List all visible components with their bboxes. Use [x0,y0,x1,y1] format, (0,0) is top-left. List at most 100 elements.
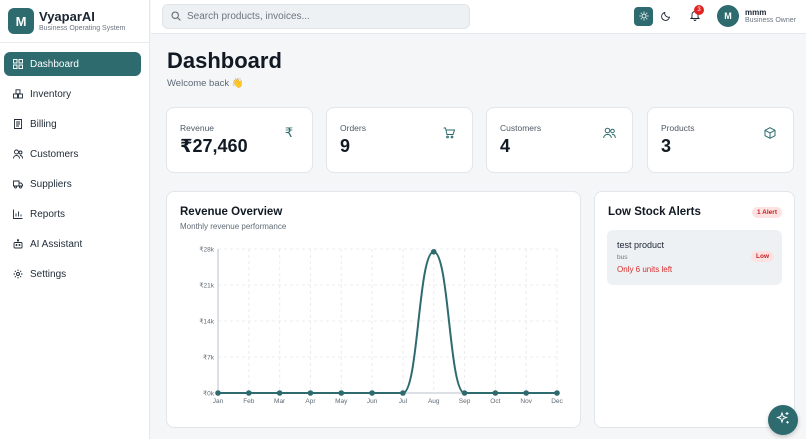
x-tick-label: Oct [490,398,500,405]
data-point [492,390,499,396]
sidebar-item-label: Customers [30,148,79,160]
boxes-icon [13,89,23,99]
stock-level-badge: Low [751,251,774,262]
data-point [307,390,314,396]
sidebar-item-ai-assistant[interactable]: AI Assistant [4,232,141,256]
brand-name: VyaparAI [39,9,95,24]
data-point [461,390,468,396]
sidebar-nav: Dashboard Inventory Billing Customers Su… [4,52,141,292]
x-tick-label: Apr [305,398,316,405]
y-tick-label: ₹28k [199,246,214,254]
rupee-icon: ₹ [284,125,294,140]
user-menu[interactable]: M mmm Business Owner [717,5,796,27]
sidebar-item-label: Billing [30,118,57,130]
x-tick-label: Aug [428,398,440,405]
sidebar-item-customers[interactable]: Customers [4,142,141,166]
stat-value: 4 [500,136,511,156]
avatar: M [717,5,739,27]
sidebar-item-suppliers[interactable]: Suppliers [4,172,141,196]
card-title: Low Stock Alerts [608,206,701,218]
truck-icon [13,179,23,189]
x-tick-label: Nov [520,398,532,405]
search-icon [171,8,181,26]
x-tick-label: Feb [243,398,255,405]
sidebar-item-inventory[interactable]: Inventory [4,82,141,106]
stat-label: Orders [340,123,366,133]
receipt-icon [13,119,23,129]
moon-icon [660,8,671,26]
search-box[interactable] [162,4,470,29]
low-stock-alerts-card: Low Stock Alerts 1 Alert test product bu… [594,191,795,428]
alert-product-category: bus [617,254,628,261]
x-tick-label: Mar [274,398,286,405]
data-point [369,390,375,396]
alert-units-left: Only 6 units left [617,265,673,274]
data-point [430,248,437,255]
data-point [215,390,221,396]
cart-icon [442,126,456,140]
sun-icon [639,8,649,26]
data-point [523,390,529,396]
top-bar: 3 M mmm Business Owner [151,0,806,34]
notifications-button[interactable]: 3 [685,5,704,26]
revenue-overview-card: Revenue Overview Monthly revenue perform… [166,191,581,428]
sidebar-item-label: Inventory [30,88,72,100]
sidebar: M VyaparAI Business Operating System Das… [0,0,150,439]
sidebar-divider [0,42,150,43]
card-title: Revenue Overview [180,206,283,218]
x-tick-label: Jun [367,398,378,405]
dashboard-icon [13,59,23,69]
page-title: Dashboard [167,48,282,73]
data-point [276,390,283,396]
sidebar-item-dashboard[interactable]: Dashboard [4,52,141,76]
x-tick-label: Dec [551,398,563,405]
notification-count-badge: 3 [694,5,704,15]
alert-list-item[interactable]: test product bus Only 6 units left Low [607,230,782,285]
user-role: Business Owner [745,17,796,24]
sidebar-item-settings[interactable]: Settings [4,262,141,286]
bot-icon [13,239,23,249]
stat-label: Revenue [180,123,215,133]
sidebar-item-billing[interactable]: Billing [4,112,141,136]
sparkles-icon [776,411,790,430]
stat-value: 9 [340,136,351,156]
revenue-series-line [218,250,557,394]
brand-subtitle: Business Operating System [39,25,126,32]
users-icon [602,126,616,140]
stat-card-customers: Customers 4 [486,107,633,173]
x-tick-label: May [335,398,348,405]
dark-mode-button[interactable] [656,7,675,26]
alert-product-name: test product [617,240,665,250]
data-point [338,390,345,396]
brand-logo: M [8,8,34,34]
sidebar-item-label: Dashboard [30,58,79,70]
x-tick-label: Jan [213,398,224,405]
y-tick-label: ₹7k [203,354,215,362]
stat-label: Products [661,123,695,133]
bar-chart-icon [13,209,23,219]
user-name: mmm [745,8,767,17]
brand[interactable]: M VyaparAI Business Operating System [8,8,125,34]
users-icon [13,149,23,159]
sidebar-item-reports[interactable]: Reports [4,202,141,226]
gear-icon [13,269,23,279]
ai-assistant-fab[interactable] [768,405,798,435]
y-tick-label: ₹21k [199,282,214,290]
alert-count-badge: 1 Alert [752,207,782,218]
stat-label: Customers [500,123,542,133]
data-point [554,390,560,396]
x-tick-label: Sep [459,398,471,405]
data-point [246,390,252,396]
light-mode-button[interactable] [634,7,653,26]
y-tick-label: ₹14k [199,318,214,326]
sidebar-item-label: Settings [30,268,67,280]
search-input[interactable] [187,11,457,22]
stat-value: 3 [661,136,672,156]
sidebar-item-label: Suppliers [30,178,72,190]
sidebar-item-label: Reports [30,208,66,220]
package-icon [763,126,777,140]
welcome-message: Welcome back 👋 [167,78,244,89]
x-tick-label: Jul [399,398,408,405]
stat-value: ₹27,460 [180,136,248,156]
y-tick-label: ₹0k [203,390,215,398]
